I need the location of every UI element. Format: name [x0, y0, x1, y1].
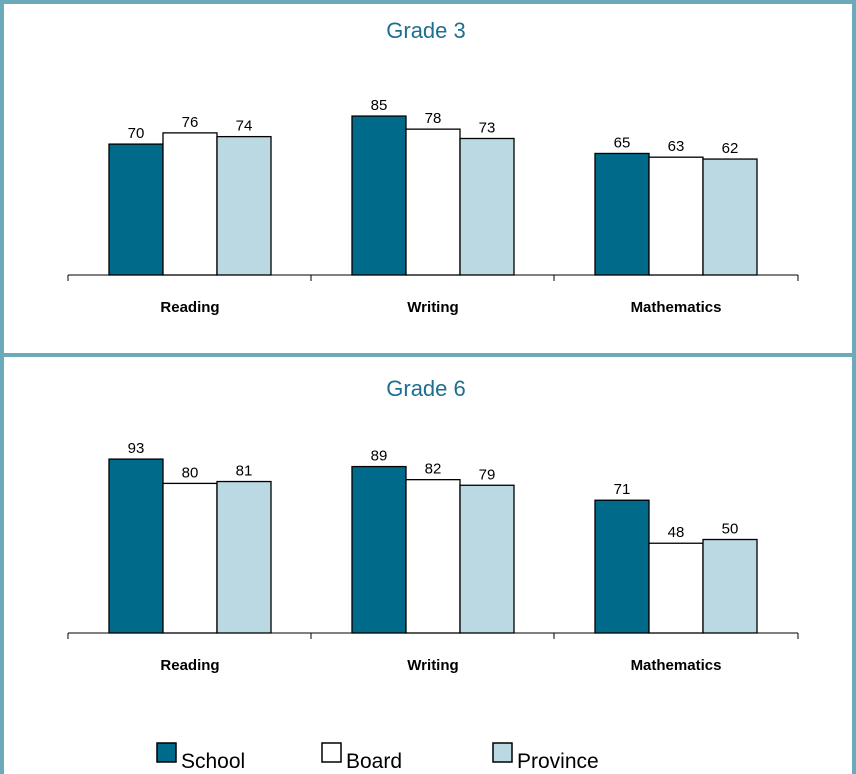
- bar-province-mathematics: [702, 158, 758, 276]
- bar-province-writing: [459, 137, 515, 276]
- legend-swatch-board: [321, 742, 342, 763]
- x-tick-label: Reading: [160, 657, 219, 674]
- data-label: 74: [236, 118, 253, 135]
- chart-title: Grade 3: [386, 18, 466, 43]
- bar-board-mathematics: [648, 156, 704, 276]
- legend-label-province: Province: [517, 750, 599, 773]
- data-label: 50: [722, 521, 739, 538]
- data-label: 48: [668, 524, 685, 541]
- bar-school-reading: [108, 458, 164, 634]
- legend-label-board: Board: [346, 750, 402, 773]
- data-label: 79: [479, 466, 496, 483]
- data-label: 82: [425, 461, 442, 478]
- data-label: 93: [128, 440, 145, 457]
- data-label: 76: [182, 114, 199, 131]
- bar-board-writing: [405, 128, 461, 276]
- legend-label-school: School: [181, 750, 245, 773]
- bar-board-reading: [162, 482, 218, 634]
- bar-board-reading: [162, 132, 218, 276]
- data-label: 85: [371, 97, 388, 114]
- bar-province-mathematics: [702, 538, 758, 634]
- legend-swatch-province: [492, 742, 513, 763]
- bar-school-writing: [351, 115, 407, 276]
- bar-school-writing: [351, 465, 407, 634]
- data-label: 63: [668, 138, 685, 155]
- bar-board-mathematics: [648, 542, 704, 634]
- x-tick-label: Writing: [407, 657, 458, 674]
- data-label: 62: [722, 140, 739, 157]
- data-label: 65: [614, 134, 631, 151]
- panel-divider: [0, 353, 856, 357]
- bar-school-mathematics: [594, 499, 650, 634]
- x-tick-label: Reading: [160, 299, 219, 316]
- bar-province-writing: [459, 484, 515, 634]
- x-tick-label: Writing: [407, 299, 458, 316]
- data-label: 89: [371, 448, 388, 465]
- data-label: 73: [479, 119, 496, 136]
- data-label: 81: [236, 463, 253, 480]
- legend-swatch-school: [156, 742, 177, 763]
- data-label: 78: [425, 110, 442, 127]
- bar-board-writing: [405, 479, 461, 634]
- chart-title: Grade 6: [386, 376, 466, 401]
- bar-school-reading: [108, 143, 164, 276]
- bar-school-mathematics: [594, 152, 650, 276]
- bar-province-reading: [216, 480, 272, 634]
- x-tick-label: Mathematics: [631, 657, 722, 674]
- data-label: 70: [128, 125, 145, 142]
- legend: School Board Province: [156, 742, 599, 773]
- bar-province-reading: [216, 135, 272, 276]
- data-label: 71: [614, 481, 631, 498]
- grade-6-panel: Grade 6 93 80 81 Reading 89 82 79 Writing 71 48 50…: [67, 376, 799, 674]
- x-tick-label: Mathematics: [631, 299, 722, 316]
- grade-3-panel: Grade 3 70 76 74 Reading 85 78 73 Writing 65 63 62…: [67, 18, 799, 316]
- data-label: 80: [182, 464, 199, 481]
